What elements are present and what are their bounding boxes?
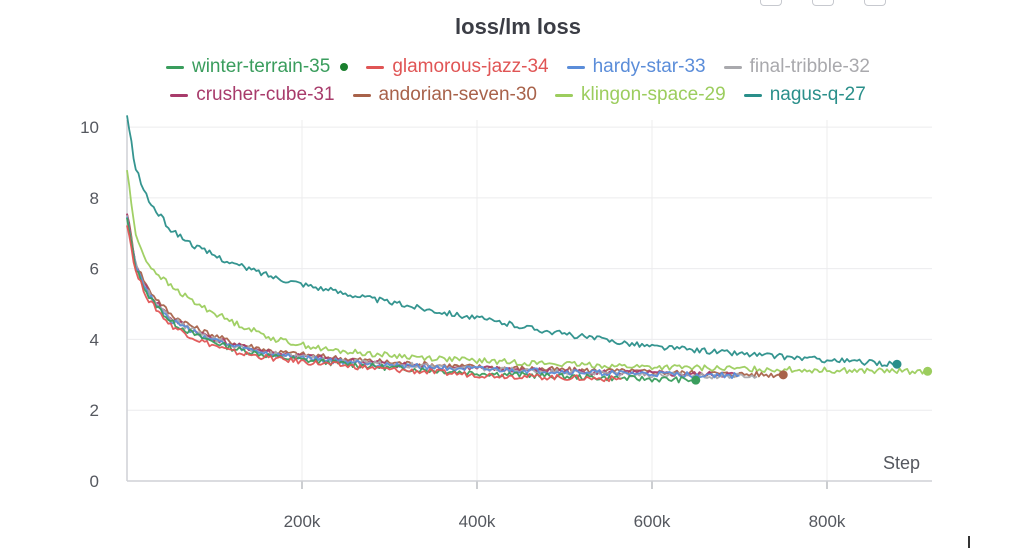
resize-handle[interactable]: [968, 536, 970, 548]
legend-item[interactable]: final-tribble-32: [723, 56, 871, 78]
series-line-andorian-seven-30: [126, 213, 784, 379]
series-end-marker-andorian-seven-30: [778, 370, 788, 380]
legend-swatch: [566, 65, 585, 69]
y-tick-label: 2: [90, 401, 99, 420]
series-line-klingon-space-29: [126, 169, 929, 376]
legend-swatch: [170, 93, 189, 97]
y-tick-label: 0: [90, 472, 99, 491]
panel-action-icon[interactable]: [864, 0, 886, 6]
legend-item[interactable]: klingon-space-29: [554, 84, 726, 106]
chart-title: loss/lm loss: [455, 14, 581, 39]
legend-swatch: [554, 93, 573, 97]
series-line-glamorous-jazz-34: [126, 225, 622, 383]
y-tick-label: 10: [80, 118, 99, 137]
y-tick-label: 4: [90, 330, 99, 349]
legend-label: crusher-cube-31: [196, 84, 335, 105]
y-tick-label: 8: [90, 189, 99, 208]
legend-label: hardy-star-33: [592, 56, 706, 77]
legend-active-dot: [340, 63, 349, 71]
legend-item[interactable]: crusher-cube-31: [170, 84, 335, 106]
x-tick-label: 400k: [459, 512, 496, 531]
legend-swatch: [352, 93, 371, 97]
legend-item[interactable]: winter-terrain-35: [165, 56, 349, 78]
x-tick-label: 800k: [809, 512, 846, 531]
panel-toolbar: [760, 0, 886, 6]
legend-swatch: [366, 65, 385, 69]
legend-item[interactable]: hardy-star-33: [566, 56, 706, 78]
series-line-nagus-q-27: [126, 115, 898, 368]
x-axis-label: Step: [883, 453, 920, 473]
x-tick-label: 200k: [284, 512, 321, 531]
y-tick-label: 6: [90, 260, 99, 279]
legend-item[interactable]: andorian-seven-30: [352, 84, 537, 106]
legend-label: glamorous-jazz-34: [392, 56, 549, 77]
legend-swatch: [165, 65, 184, 69]
series-end-marker-winter-terrain-35: [691, 375, 701, 385]
series-line-crusher-cube-31: [126, 213, 740, 378]
legend-label: winter-terrain-35: [191, 56, 331, 77]
series-end-marker-klingon-space-29: [923, 366, 933, 376]
legend-item[interactable]: glamorous-jazz-34: [366, 56, 549, 78]
legend-label: andorian-seven-30: [378, 84, 537, 105]
series-end-marker-nagus-q-27: [892, 359, 902, 369]
legend-swatch: [743, 93, 762, 97]
panel-action-icon[interactable]: [760, 0, 782, 6]
legend-label: final-tribble-32: [749, 56, 871, 77]
legend-label: nagus-q-27: [769, 84, 866, 105]
legend-item[interactable]: nagus-q-27: [743, 84, 866, 106]
legend-label: klingon-space-29: [580, 84, 726, 105]
series-line-final-tribble-32: [126, 215, 758, 380]
series-line-hardy-star-33: [126, 216, 740, 380]
legend-swatch: [723, 65, 742, 69]
panel-action-icon[interactable]: [812, 0, 834, 6]
x-tick-label: 600k: [634, 512, 671, 531]
legend-row: crusher-cube-31 andorian-seven-30 klingon-…: [0, 84, 1036, 106]
legend-row: winter-terrain-35 glamorous-jazz-34 hardy-…: [0, 56, 1036, 78]
